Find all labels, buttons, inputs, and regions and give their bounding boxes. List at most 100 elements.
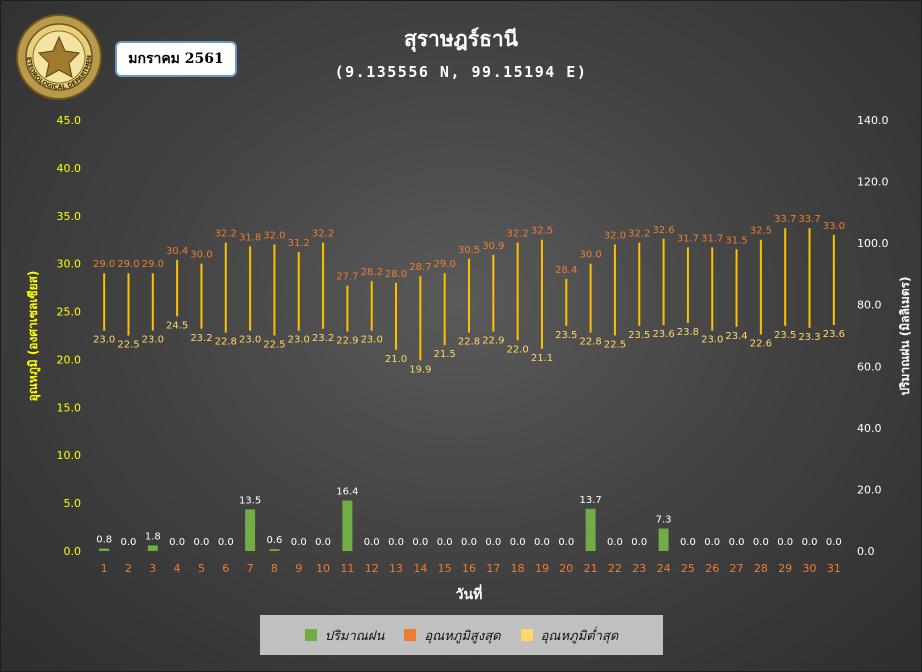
x-tick-label: 14 [413, 562, 427, 575]
rain-bar [99, 548, 110, 551]
tmin-data-label: 23.2 [190, 333, 212, 344]
x-tick-label: 15 [438, 562, 452, 575]
y-left-tick-label: 30.0 [57, 258, 82, 271]
y-left-tick-label: 0.0 [64, 545, 82, 558]
y-right-axis-title: ปริมาณฝน (มิลลิเมตร) [898, 276, 912, 395]
tmax-data-label: 31.7 [701, 233, 723, 244]
rain-bar [269, 549, 280, 551]
legend-item-tmax: อุณหภูมิสูงสุด [404, 625, 501, 646]
x-tick-label: 19 [535, 562, 549, 575]
tmax-data-label: 29.0 [434, 259, 456, 270]
tmin-data-label: 22.5 [604, 340, 626, 351]
x-tick-label: 6 [222, 562, 229, 575]
tmax-data-label: 32.5 [531, 226, 553, 237]
x-tick-label: 18 [511, 562, 525, 575]
tmax-data-label: 32.2 [215, 229, 237, 240]
tmin-data-label: 23.0 [701, 335, 723, 346]
x-tick-label: 23 [632, 562, 646, 575]
y-right-tick-label: 100.0 [857, 237, 889, 250]
rain-data-label: 0.0 [607, 537, 623, 548]
tmax-data-label: 30.4 [166, 246, 188, 257]
rain-data-label: 7.3 [656, 515, 672, 526]
tmin-data-label: 23.0 [288, 335, 310, 346]
rain-data-label: 0.0 [631, 537, 647, 548]
y-right-tick-label: 20.0 [857, 483, 882, 496]
tmax-data-label: 27.7 [336, 272, 358, 283]
tmax-data-label: 31.5 [725, 235, 747, 246]
rain-data-label: 0.0 [729, 537, 745, 548]
legend-item-tmin: อุณหภูมิต่ำสุด [520, 625, 618, 646]
tmin-data-label: 22.9 [482, 336, 504, 347]
y-left-tick-label: 25.0 [57, 306, 82, 319]
tmin-data-label: 23.2 [312, 333, 334, 344]
tmax-data-label: 28.4 [555, 265, 577, 276]
tmin-data-label: 22.8 [215, 337, 237, 348]
x-tick-label: 4 [174, 562, 181, 575]
tmin-data-label: 23.5 [555, 330, 577, 341]
rain-data-label: 0.0 [777, 537, 793, 548]
x-tick-label: 3 [149, 562, 156, 575]
tmin-data-label: 23.0 [142, 335, 164, 346]
rain-data-label: 16.4 [336, 487, 358, 498]
x-tick-label: 27 [730, 562, 744, 575]
tmax-data-label: 32.0 [604, 231, 626, 242]
rain-data-label: 13.7 [579, 495, 601, 506]
rain-data-label: 0.0 [802, 537, 818, 548]
tmax-data-label: 30.9 [482, 241, 504, 252]
rain-bar [245, 509, 256, 551]
rain-data-label: 0.0 [315, 537, 331, 548]
x-tick-label: 29 [778, 562, 792, 575]
rain-data-label: 13.5 [239, 495, 261, 506]
tmax-data-label: 32.0 [263, 231, 285, 242]
tmax-data-label: 31.2 [288, 238, 310, 249]
y-right-tick-label: 140.0 [857, 114, 889, 127]
rain-bar [585, 508, 596, 551]
tmax-data-label: 31.8 [239, 232, 261, 243]
tmin-data-label: 22.8 [579, 337, 601, 348]
tmin-data-label: 23.4 [725, 331, 747, 342]
tmax-data-label: 33.7 [798, 214, 820, 225]
rain-data-label: 0.0 [218, 537, 234, 548]
legend-label-tmax: อุณหภูมิสูงสุด [424, 628, 501, 644]
tmax-data-label: 33.7 [774, 214, 796, 225]
tmin-data-label: 21.1 [531, 353, 553, 364]
rain-data-label: 0.0 [558, 537, 574, 548]
tmin-data-label: 23.0 [361, 335, 383, 346]
y-left-tick-label: 5.0 [64, 497, 82, 510]
rain-data-label: 0.0 [461, 537, 477, 548]
y-left-tick-label: 35.0 [57, 210, 82, 223]
tmin-data-label: 24.5 [166, 320, 188, 331]
x-tick-label: 7 [247, 562, 254, 575]
rain-data-label: 0.0 [510, 537, 526, 548]
y-right-tick-label: 80.0 [857, 299, 882, 312]
y-left-axis-title: อุณหภูมิ (องศาเซลเซียส) [26, 271, 41, 402]
rain-data-label: 0.0 [680, 537, 696, 548]
y-left-tick-label: 10.0 [57, 449, 82, 462]
tmax-data-label: 32.5 [750, 226, 772, 237]
tmax-data-label: 32.2 [312, 229, 334, 240]
rain-data-label: 0.0 [485, 537, 501, 548]
x-tick-label: 21 [584, 562, 598, 575]
rain-data-label: 0.0 [437, 537, 453, 548]
x-tick-label: 8 [271, 562, 278, 575]
x-tick-label: 11 [340, 562, 354, 575]
x-tick-label: 25 [681, 562, 695, 575]
rain-data-label: 0.0 [826, 537, 842, 548]
chart-subtitle: (9.135556 N, 99.15194 E) [334, 63, 588, 81]
tmin-data-label: 19.9 [409, 364, 431, 375]
y-right-tick-label: 120.0 [857, 176, 889, 189]
rain-data-label: 0.8 [96, 535, 112, 546]
y-left-tick-label: 45.0 [57, 114, 82, 127]
rain-data-label: 0.0 [169, 537, 185, 548]
x-tick-label: 26 [705, 562, 719, 575]
tmax-data-label: 29.0 [142, 259, 164, 270]
tmax-data-label: 29.0 [117, 259, 139, 270]
y-left-tick-label: 15.0 [57, 401, 82, 414]
x-tick-label: 1 [101, 562, 108, 575]
tmin-data-label: 21.0 [385, 354, 407, 365]
rain-data-label: 0.0 [364, 537, 380, 548]
month-label: มกราคม 2561 [115, 41, 237, 77]
tmin-data-label: 23.6 [823, 329, 845, 340]
